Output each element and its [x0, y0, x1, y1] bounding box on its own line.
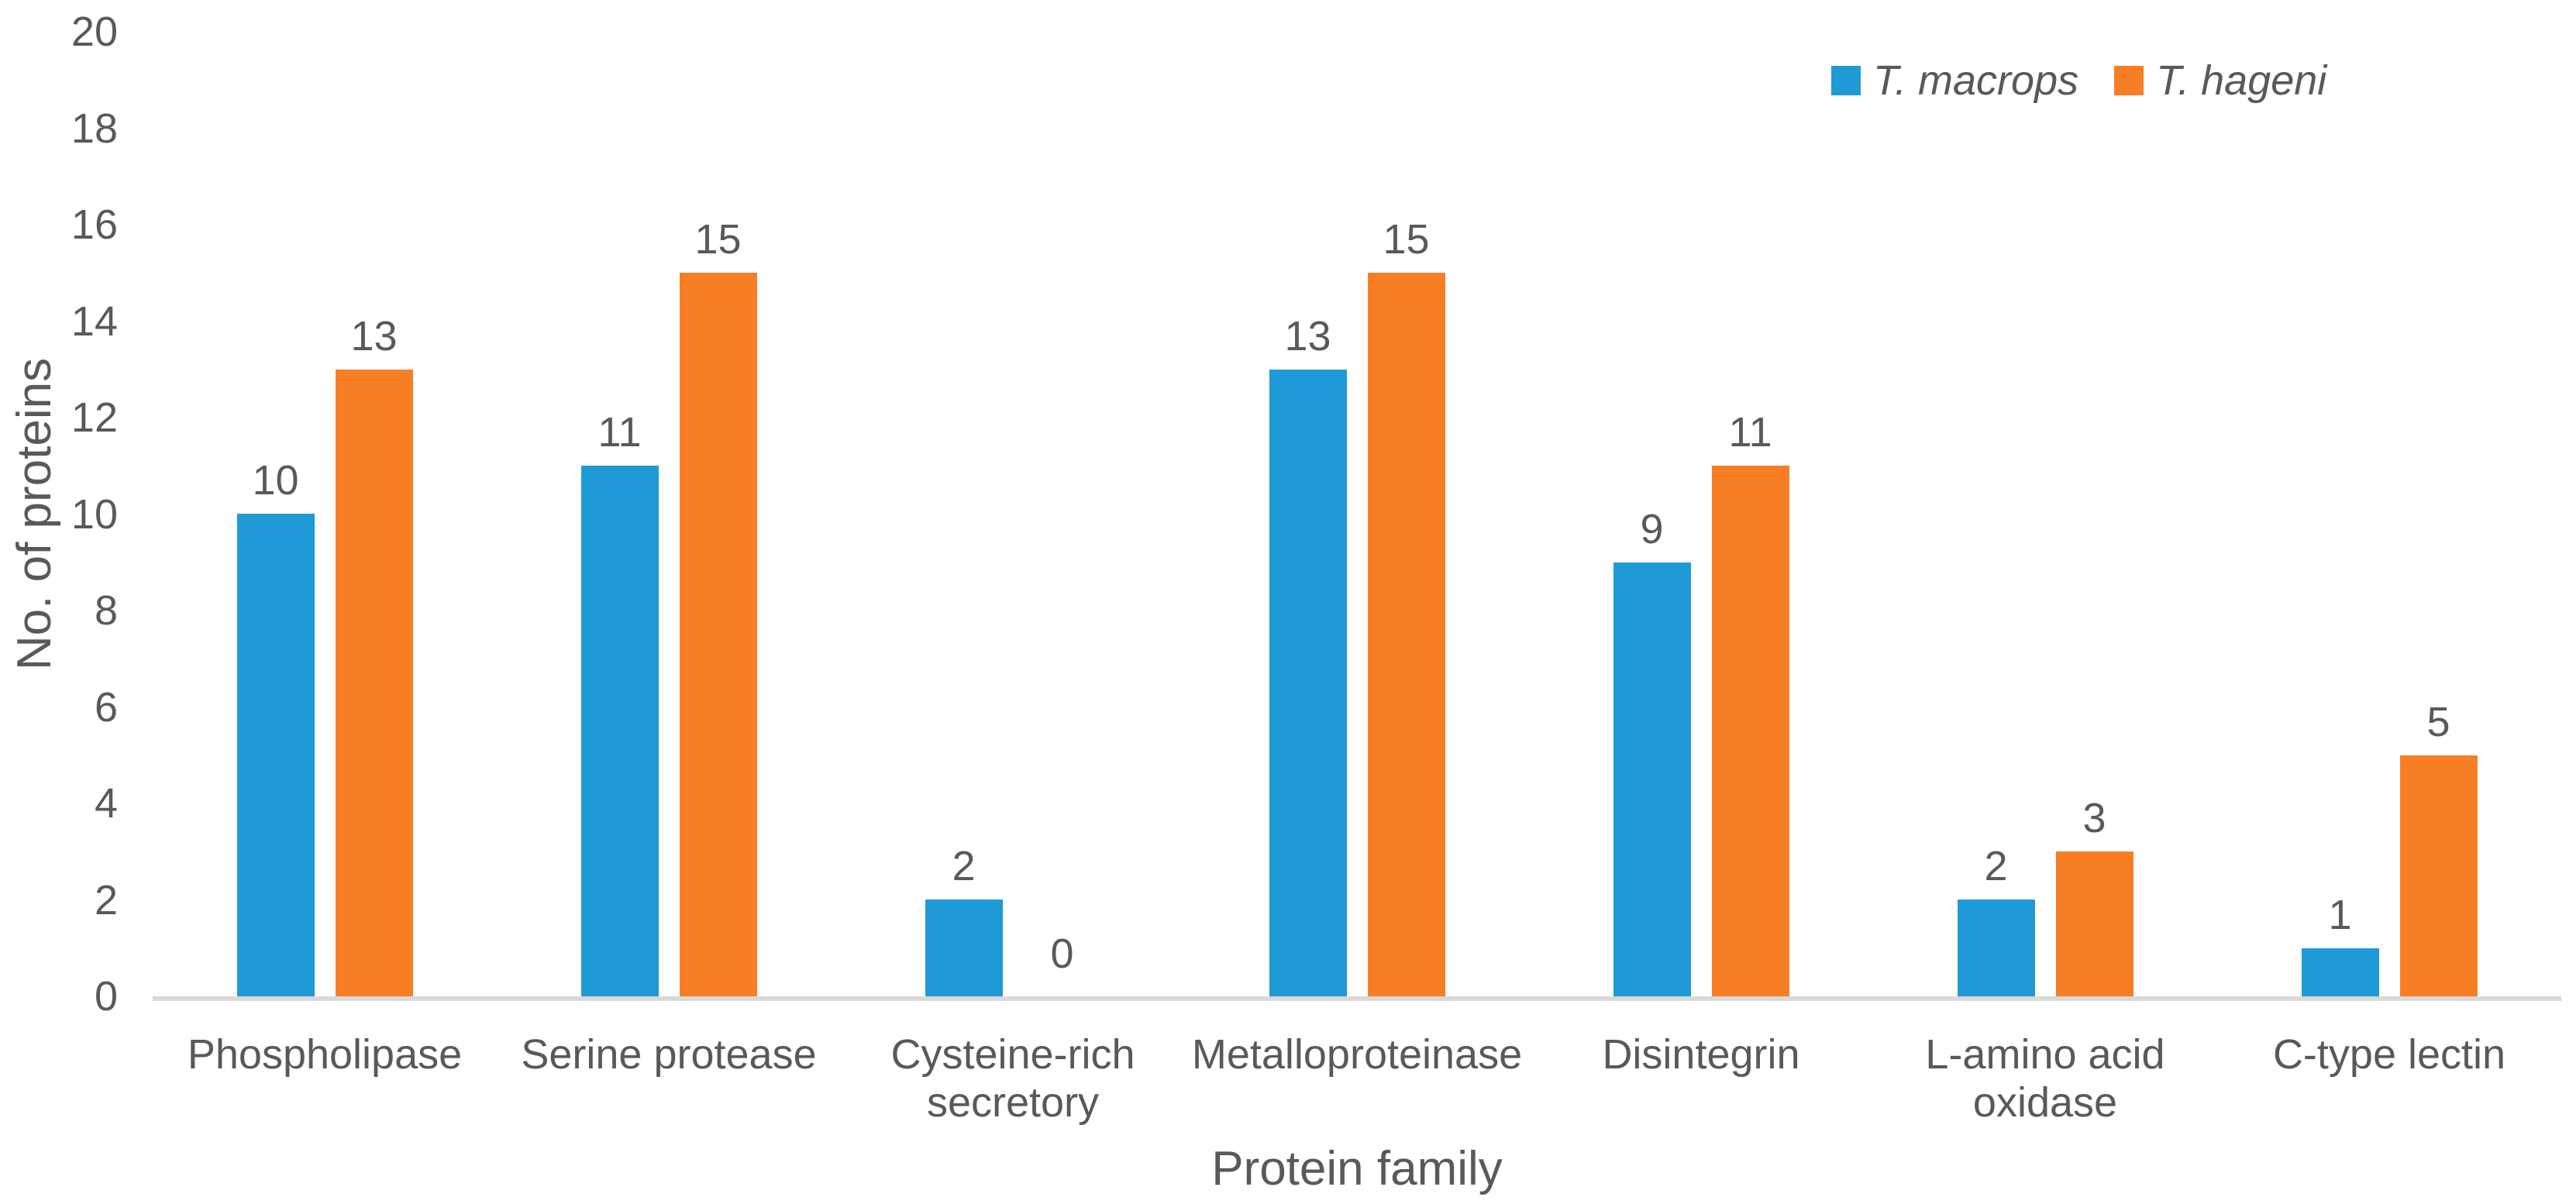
bar-t-hageni-l-amino-acid-oxidase: 3: [2055, 796, 2133, 996]
data-label-t-macrops-phospholipase: 10: [252, 457, 299, 504]
category-cell-l-amino-acid-oxidase: L-amino acid oxidase: [1873, 1030, 2217, 1127]
category-cell-c-type-lectin: C-type lectin: [2217, 1030, 2561, 1127]
y-tick-label-18: 18: [71, 105, 118, 152]
y-tick-label-2: 2: [94, 876, 118, 924]
data-label-t-macrops-disintegrin: 9: [1640, 506, 1664, 552]
data-label-t-hageni-disintegrin: 11: [1728, 409, 1772, 456]
plot-area: 10 13 11 15 2 0 13 15 9 11 2 3 1 5: [153, 32, 2561, 1001]
y-tick-label-20: 20: [71, 9, 118, 55]
x-axis-category-labels: Phospholipase Serine protease Cysteine-ric…: [153, 1030, 2561, 1127]
bar-t-hageni-c-type-lectin: 5: [2399, 700, 2478, 996]
bar-t-macrops-disintegrin: 9: [1613, 507, 1691, 996]
data-label-t-hageni-phospholipase: 13: [350, 313, 398, 359]
y-tick-label-4: 4: [94, 780, 118, 827]
category-label-c-type-lectin: C-type lectin: [2272, 1031, 2506, 1078]
bar-t-macrops-serine-protease: 11: [580, 410, 659, 996]
bar-t-macrops-c-type-lectin: 1: [2301, 893, 2379, 996]
y-tick-label-0: 0: [94, 973, 118, 1020]
bar-t-macrops-metalloproteinase: 13: [1269, 314, 1347, 996]
bar-t-hageni-metalloproteinase: 15: [1367, 217, 1445, 996]
category-cell-disintegrin: Disintegrin: [1529, 1030, 1873, 1127]
data-label-t-hageni-metalloproteinase: 15: [1383, 216, 1430, 263]
data-label-t-macrops-metalloproteinase: 13: [1284, 313, 1331, 359]
legend-label-t-hageni: T. hageni: [2156, 57, 2327, 104]
y-tick-label-8: 8: [94, 587, 118, 634]
y-tick-label-16: 16: [71, 201, 118, 248]
x-axis-title: Protein family: [1211, 1142, 1503, 1195]
data-label-t-macrops-l-amino-acid-oxidase: 2: [1984, 843, 2008, 889]
data-label-t-hageni-l-amino-acid-oxidase: 3: [2082, 795, 2106, 841]
category-label-disintegrin: Disintegrin: [1602, 1031, 1800, 1078]
bar-t-macrops-l-amino-acid-oxidase: 2: [1957, 844, 2035, 996]
category-label-metalloproteinase: Metalloproteinase: [1191, 1031, 1523, 1078]
category-cell-serine-protease: Serine protease: [497, 1030, 841, 1127]
legend-label-t-macrops: T. macrops: [1873, 57, 2079, 104]
bar-group-serine-protease: 11 15: [497, 32, 841, 996]
data-label-t-hageni-c-type-lectin: 5: [2426, 699, 2450, 745]
y-tick-label-12: 12: [71, 394, 118, 441]
legend-swatch-icon-t-hageni: [2114, 66, 2144, 95]
category-cell-metalloproteinase: Metalloproteinase: [1185, 1030, 1529, 1127]
category-label-l-amino-acid-oxidase: L-amino acid oxidase: [1925, 1031, 2165, 1126]
bar-group-phospholipase: 10 13: [153, 32, 497, 996]
legend-swatch-icon-t-macrops: [1831, 66, 1861, 95]
bar-group-metalloproteinase: 13 15: [1185, 32, 1529, 996]
y-tick-label-14: 14: [71, 298, 118, 345]
category-label-phospholipase: Phospholipase: [187, 1031, 463, 1078]
bar-t-macrops-cysteine-rich-secretory: 2: [925, 844, 1003, 996]
category-cell-cysteine-rich-secretory: Cysteine-rich secretory: [841, 1030, 1185, 1127]
legend: T. macrops T. hageni: [1831, 57, 2326, 105]
bar-t-macrops-phospholipase: 10: [236, 458, 315, 996]
y-tick-label-10: 10: [71, 490, 118, 538]
data-label-t-macrops-cysteine-rich-secretory: 2: [952, 843, 976, 889]
bar-group-disintegrin: 9 11: [1529, 32, 1873, 996]
data-label-t-macrops-c-type-lectin: 1: [2328, 892, 2352, 938]
category-label-serine-protease: Serine protease: [521, 1031, 817, 1078]
y-tick-label-6: 6: [94, 683, 118, 731]
bar-t-hageni-phospholipase: 13: [335, 314, 413, 996]
bar-t-hageni-disintegrin: 11: [1711, 410, 1789, 996]
category-cell-phospholipase: Phospholipase: [153, 1030, 497, 1127]
data-label-t-hageni-serine-protease: 15: [694, 216, 742, 263]
bar-t-hageni-serine-protease: 15: [679, 217, 757, 996]
category-label-cysteine-rich-secretory: Cysteine-rich secretory: [890, 1031, 1135, 1126]
data-label-t-macrops-serine-protease: 11: [598, 409, 642, 456]
y-axis-ticks: 0 2 4 6 8 10 12 14 16 18 20: [0, 0, 118, 1204]
data-label-t-hageni-cysteine-rich-secretory: 0: [1050, 931, 1074, 977]
legend-item-t-hageni: T. hageni: [2114, 57, 2326, 105]
legend-item-t-macrops: T. macrops: [1831, 57, 2078, 105]
